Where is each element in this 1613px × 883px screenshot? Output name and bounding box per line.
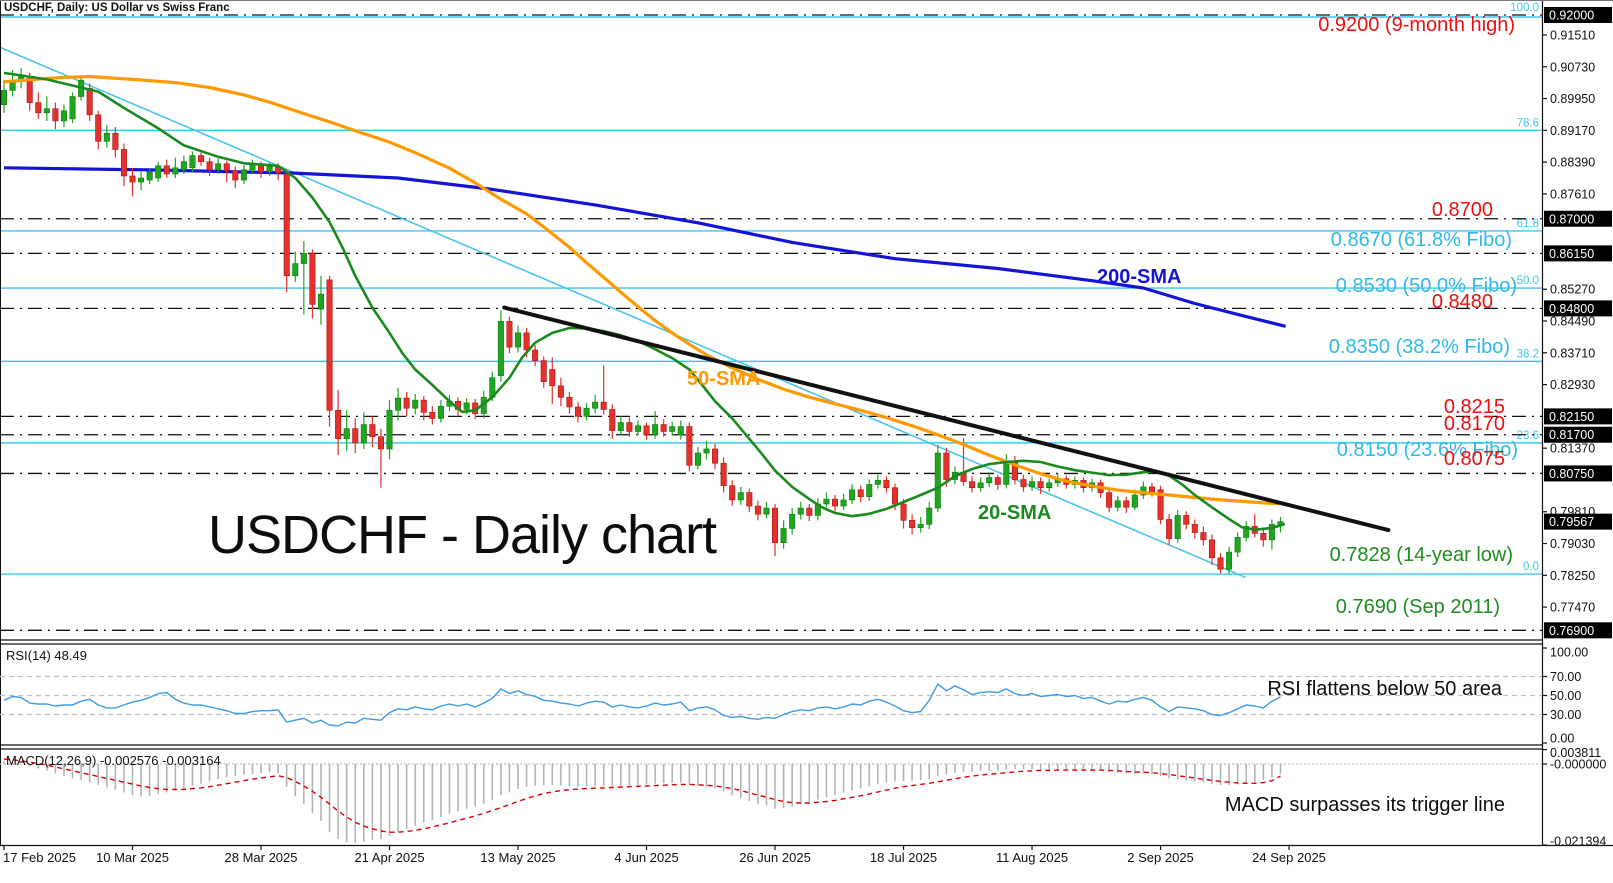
annotation-14-year-low: 0.7828 (14-year low): [1329, 544, 1513, 566]
svg-text:24 Sep 2025: 24 Sep 2025: [1252, 850, 1326, 865]
svg-text:50.0: 50.0: [1517, 275, 1539, 287]
svg-text:0.003811: 0.003811: [1550, 746, 1601, 760]
svg-text:4 Jun 2025: 4 Jun 2025: [614, 850, 678, 865]
pane-borders: [0, 0, 1613, 847]
svg-text:0.78250: 0.78250: [1550, 569, 1595, 583]
svg-text:0.87610: 0.87610: [1550, 187, 1595, 201]
svg-text:0.80750: 0.80750: [1549, 467, 1594, 481]
macd-name: MACD(12,26,9): [6, 753, 97, 768]
svg-text:61.8: 61.8: [1517, 218, 1539, 230]
svg-text:0.81370: 0.81370: [1550, 442, 1595, 456]
svg-text:0.84800: 0.84800: [1549, 302, 1594, 316]
svg-text:28 Mar 2025: 28 Mar 2025: [225, 850, 298, 865]
svg-text:0.85270: 0.85270: [1550, 283, 1595, 297]
svg-text:17 Feb 2025: 17 Feb 2025: [3, 850, 76, 865]
fibo-retracement-lines: 100.0 78.6 61.8 50.0 38.2 23.6 0.0: [0, 2, 1542, 575]
svg-text:26 Jun 2025: 26 Jun 2025: [739, 850, 811, 865]
chart-title-bar: USDCHF, Daily: US Dollar vs Swiss Franc: [4, 2, 230, 14]
sma-50-label: 50-SMA: [687, 368, 761, 390]
macd-annotation: MACD surpasses its trigger line: [1224, 794, 1505, 816]
svg-text:0.84490: 0.84490: [1550, 315, 1595, 329]
annotation-level-0-8215: 0.8215: [1443, 396, 1505, 418]
svg-text:21 Apr 2025: 21 Apr 2025: [354, 850, 424, 865]
macd-main-value: -0.002576: [99, 753, 159, 768]
annotation-fibo-38-2: 0.8350 (38.2% Fibo): [1328, 336, 1510, 358]
sma-50-line: [3, 74, 1286, 506]
sma-200-line: [3, 166, 1286, 328]
svg-text:0.88390: 0.88390: [1550, 156, 1595, 170]
svg-text:30.00: 30.00: [1550, 708, 1581, 722]
macd-pane: [0, 758, 1542, 843]
svg-text:-0.000000: -0.000000: [1550, 758, 1606, 772]
svg-text:70.00: 70.00: [1550, 670, 1581, 684]
svg-text:0.82930: 0.82930: [1550, 378, 1595, 392]
svg-text:0.79567: 0.79567: [1549, 515, 1594, 529]
sma-20-label: 20-SMA: [978, 502, 1052, 524]
svg-text:0.90730: 0.90730: [1550, 60, 1595, 74]
svg-text:0.89170: 0.89170: [1550, 124, 1595, 138]
svg-text:0.0: 0.0: [1523, 561, 1539, 573]
annotation-fibo-50-0: 0.8530 (50.0% Fibo): [1335, 275, 1517, 297]
svg-text:0.92000: 0.92000: [1549, 9, 1594, 23]
svg-text:-0.021394: -0.021394: [1550, 835, 1606, 849]
svg-text:0.00: 0.00: [1550, 732, 1574, 746]
svg-text:11 Aug 2025: 11 Aug 2025: [996, 850, 1068, 865]
svg-text:13 May 2025: 13 May 2025: [480, 850, 555, 865]
svg-text:0.82150: 0.82150: [1549, 410, 1594, 424]
rsi-name: RSI(14): [6, 648, 51, 663]
svg-text:0.79030: 0.79030: [1550, 537, 1595, 551]
date-axis[interactable]: 17 Feb 2025 10 Mar 2025 28 Mar 2025 21 Apr …: [3, 845, 1326, 865]
svg-text:0.83710: 0.83710: [1550, 346, 1595, 360]
annotation-level-0-8170: 0.8170: [1443, 413, 1505, 435]
annotation-level-0-8075: 0.8075: [1443, 448, 1505, 470]
sma-200-label: 200-SMA: [1097, 266, 1182, 288]
svg-text:100.0: 100.0: [1510, 2, 1539, 14]
rsi-annotation: RSI flattens below 50 area: [1267, 678, 1502, 700]
sma-20-line: [3, 71, 1286, 532]
price-axis[interactable]: 0.91510 0.90730 0.89950 0.89170 0.88390 0.876…: [1542, 7, 1612, 849]
svg-text:18 Jul 2025: 18 Jul 2025: [870, 850, 937, 865]
annotation-9-month-high: 0.9200 (9-month high): [1318, 14, 1515, 36]
svg-text:100.00: 100.00: [1550, 646, 1588, 660]
svg-text:2 Sep 2025: 2 Sep 2025: [1127, 850, 1194, 865]
svg-text:10 Mar 2025: 10 Mar 2025: [96, 850, 169, 865]
svg-text:0.76900: 0.76900: [1549, 624, 1594, 638]
svg-text:0.77470: 0.77470: [1550, 601, 1595, 615]
big-chart-title: USDCHF - Daily chart: [208, 505, 717, 565]
svg-text:78.6: 78.6: [1517, 117, 1539, 129]
svg-text:23.6: 23.6: [1517, 430, 1539, 442]
rsi-indicator-label: RSI(14) 48.49: [6, 648, 87, 663]
annotation-level-0-8700: 0.8700: [1431, 199, 1493, 221]
svg-text:0.86150: 0.86150: [1549, 247, 1594, 261]
macd-indicator-label: MACD(12,26,9) -0.002576 -0.003164: [6, 753, 221, 768]
svg-text:0.89950: 0.89950: [1550, 92, 1595, 106]
macd-signal-value: -0.003164: [162, 753, 221, 768]
annotation-level-0-8480: 0.8480: [1431, 291, 1493, 313]
rsi-value: 48.49: [54, 648, 87, 663]
channel-trendline: [0, 46, 1246, 579]
svg-text:0.91510: 0.91510: [1550, 28, 1595, 42]
annotation-fibo-23-6: 0.8150 (23.6% Fibo): [1336, 439, 1518, 461]
annotation-fibo-61-8: 0.8670 (61.8% Fibo): [1330, 229, 1512, 251]
horizontal-levels: [0, 14, 1542, 631]
svg-text:0.87000: 0.87000: [1549, 212, 1594, 226]
svg-text:38.2: 38.2: [1517, 348, 1539, 360]
svg-text:50.00: 50.00: [1550, 689, 1581, 703]
rsi-pane: [0, 675, 1542, 727]
svg-text:0.81700: 0.81700: [1549, 428, 1594, 442]
resistance-trendline: [502, 305, 1391, 533]
annotation-sep-2011-low: 0.7690 (Sep 2011): [1335, 596, 1500, 618]
